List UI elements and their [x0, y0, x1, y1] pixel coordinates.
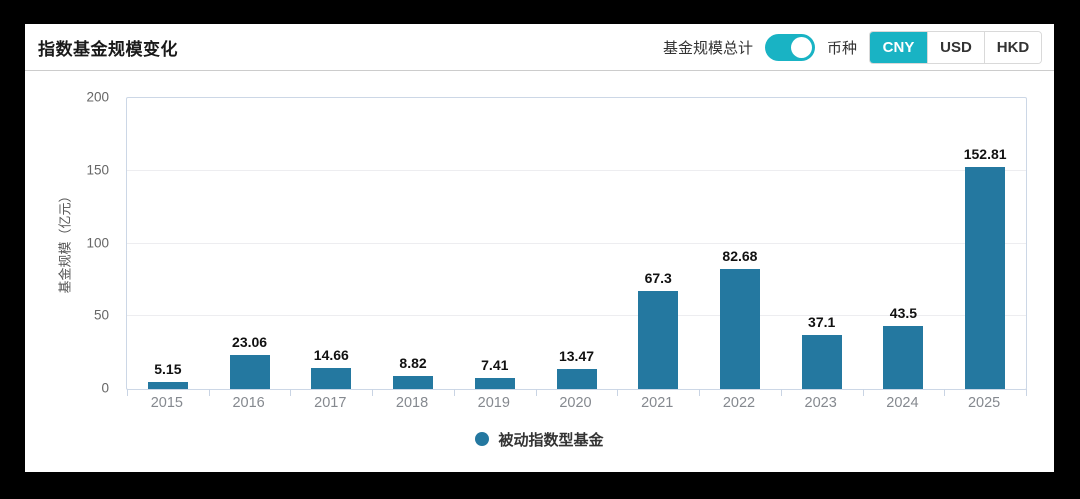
gridline	[127, 242, 1026, 244]
currency-button-hkd[interactable]: HKD	[984, 31, 1041, 63]
chart-card: 指数基金规模变化 基金规模总计 币种 CNY USD HKD 基金规模（亿元） …	[25, 24, 1054, 472]
x-axis-tick	[372, 389, 374, 396]
y-axis-tick-label: 200	[86, 89, 109, 105]
x-axis-tick	[780, 389, 782, 396]
bar-2015[interactable]	[147, 381, 188, 389]
x-axis-labels: 2015 2016 2017 2018 2019 2020 2021 2022 2023 2024…	[126, 395, 1025, 415]
bar-2018[interactable]	[393, 376, 434, 389]
x-axis-label-2025: 2025	[967, 395, 1001, 411]
legend-item[interactable]: 被动指数型基金	[25, 428, 1054, 450]
bar-value-label: 8.82	[399, 355, 427, 372]
x-axis-label-2019: 2019	[477, 395, 510, 411]
plot-area: 5.15 23.06 14.66 8.82 7.41 13.47 67.3 82.68 37.1…	[126, 97, 1027, 396]
bar-value-label: 67.3	[644, 270, 672, 287]
card-header: 指数基金规模变化 基金规模总计 币种 CNY USD HKD	[25, 24, 1054, 71]
bar-2021[interactable]	[638, 291, 679, 389]
bar-2016[interactable]	[229, 355, 270, 389]
currency-label: 币种	[826, 39, 857, 57]
bar-value-label: 37.1	[808, 314, 836, 331]
toggle-knob-icon	[790, 36, 812, 58]
x-axis-tick	[290, 389, 292, 396]
x-axis-label-2017: 2017	[314, 395, 347, 411]
x-axis-label-2022: 2022	[722, 395, 756, 411]
x-axis-tick	[944, 389, 946, 396]
x-axis-tick	[862, 389, 864, 396]
bar-value-label: 14.66	[313, 346, 349, 363]
bar-value-label: 13.47	[558, 348, 595, 365]
legend-marker-icon	[475, 432, 490, 446]
currency-selector: CNY USD HKD	[869, 30, 1042, 64]
chart-area: 基金规模（亿元） 0 50 100 150 200 5.15 23.06 14.66 8.82…	[25, 71, 1054, 472]
y-axis-tick-label: 100	[86, 235, 109, 250]
x-axis-label-2024: 2024	[886, 395, 919, 411]
gridline	[127, 315, 1026, 317]
bar-2020[interactable]	[556, 369, 597, 389]
legend-label: 被动指数型基金	[498, 431, 604, 449]
bar-value-label: 7.41	[481, 357, 509, 374]
x-axis-tick	[453, 389, 455, 396]
y-axis-tick-label: 0	[101, 380, 109, 396]
page-title: 指数基金规模变化	[38, 39, 178, 59]
bar-2022[interactable]	[719, 268, 760, 389]
x-axis-label-2018: 2018	[395, 395, 429, 411]
bar-value-label: 43.5	[889, 304, 918, 321]
x-axis-label-2015: 2015	[150, 395, 183, 411]
x-axis-tick	[1026, 389, 1027, 396]
x-axis-label-2016: 2016	[232, 395, 265, 411]
y-axis-ticks: 0 50 100 150 200	[25, 90, 109, 396]
x-axis-tick	[208, 389, 210, 396]
y-axis-tick-label: 50	[93, 307, 109, 323]
bar-2023[interactable]	[801, 335, 842, 389]
currency-button-cny[interactable]: CNY	[870, 31, 927, 63]
x-axis-tick	[535, 389, 537, 396]
bar-value-label: 152.81	[963, 145, 1007, 162]
toggle-label: 基金规模总计	[662, 39, 753, 57]
x-axis-tick	[617, 389, 619, 396]
bar-2017[interactable]	[311, 367, 352, 389]
y-axis-tick-label: 150	[86, 162, 109, 178]
currency-button-usd[interactable]: USD	[927, 31, 984, 63]
x-axis-label-2020: 2020	[559, 395, 592, 411]
bar-2024[interactable]	[883, 325, 924, 389]
x-axis-label-2023: 2023	[804, 395, 837, 411]
gridline	[127, 169, 1026, 171]
x-axis-label-2021: 2021	[641, 395, 674, 411]
bar-2019[interactable]	[474, 378, 515, 389]
x-axis-tick	[127, 389, 128, 396]
bar-value-label: 5.15	[154, 360, 182, 377]
bar-value-label: 23.06	[232, 334, 268, 351]
header-controls: 基金规模总计 币种 CNY USD HKD	[662, 30, 1042, 64]
x-axis-tick	[699, 389, 701, 396]
bar-value-label: 82.68	[722, 247, 758, 264]
bar-2025[interactable]	[965, 166, 1006, 389]
total-scale-toggle[interactable]	[764, 33, 815, 61]
